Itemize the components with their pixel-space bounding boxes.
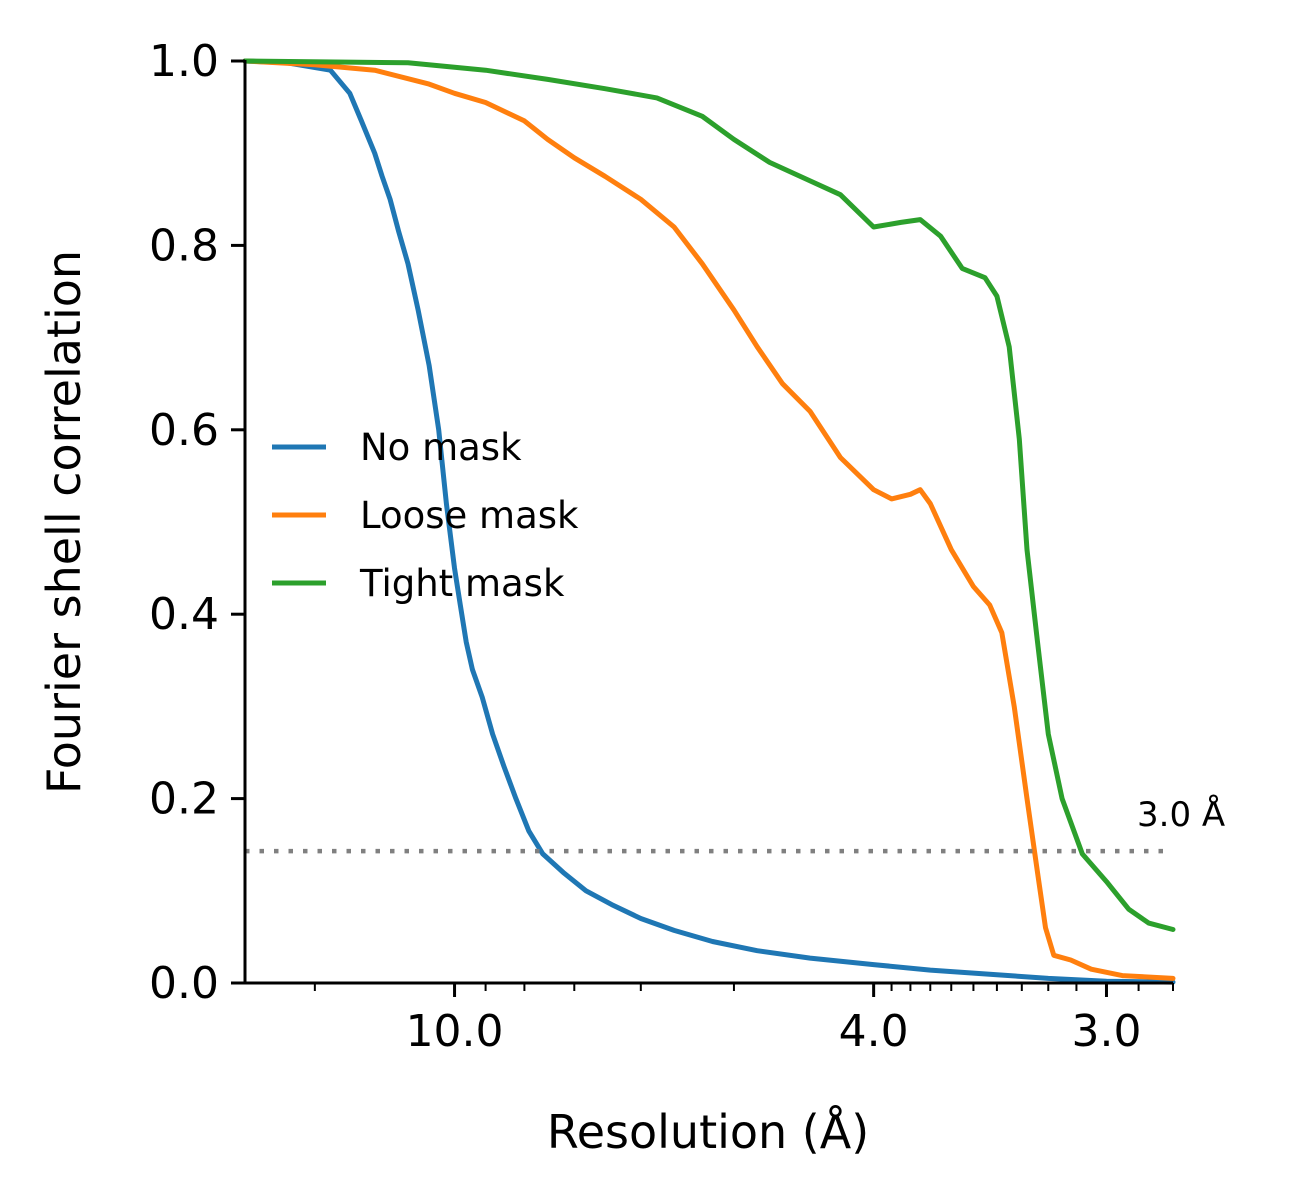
ticks: 0.0 0.2 0.4 0.6 0.8 1.0 10.0 4.0 3.0 [149, 36, 1174, 1057]
legend: No mask Loose mask Tight mask [272, 426, 579, 605]
x-tick-label-1: 4.0 [839, 1006, 909, 1057]
y-axis-label: Fourier shell correlation [37, 250, 91, 794]
x-tick-label-2: 3.0 [1071, 1006, 1141, 1057]
legend-label-0: No mask [360, 426, 522, 469]
series-line-0 [242, 58, 1176, 985]
y-tick-label-5: 1.0 [149, 36, 219, 87]
y-tick-label-2: 0.4 [149, 589, 219, 640]
legend-label-2: Tight mask [359, 562, 565, 605]
y-tick-label-1: 0.2 [149, 774, 219, 825]
y-tick-label-3: 0.6 [149, 405, 219, 456]
x-tick-label-0: 10.0 [406, 1006, 504, 1057]
axes [243, 60, 1173, 985]
y-tick-label-4: 0.8 [149, 220, 219, 271]
y-tick-label-0: 0.0 [149, 958, 219, 1009]
series-line-1 [242, 58, 1176, 981]
resolution-annotation: 3.0 Å [1137, 794, 1225, 835]
series-line-2 [242, 58, 1176, 932]
plot-area [242, 58, 1176, 985]
x-axis-label: Resolution (Å) [547, 1105, 869, 1159]
legend-label-1: Loose mask [360, 494, 579, 537]
